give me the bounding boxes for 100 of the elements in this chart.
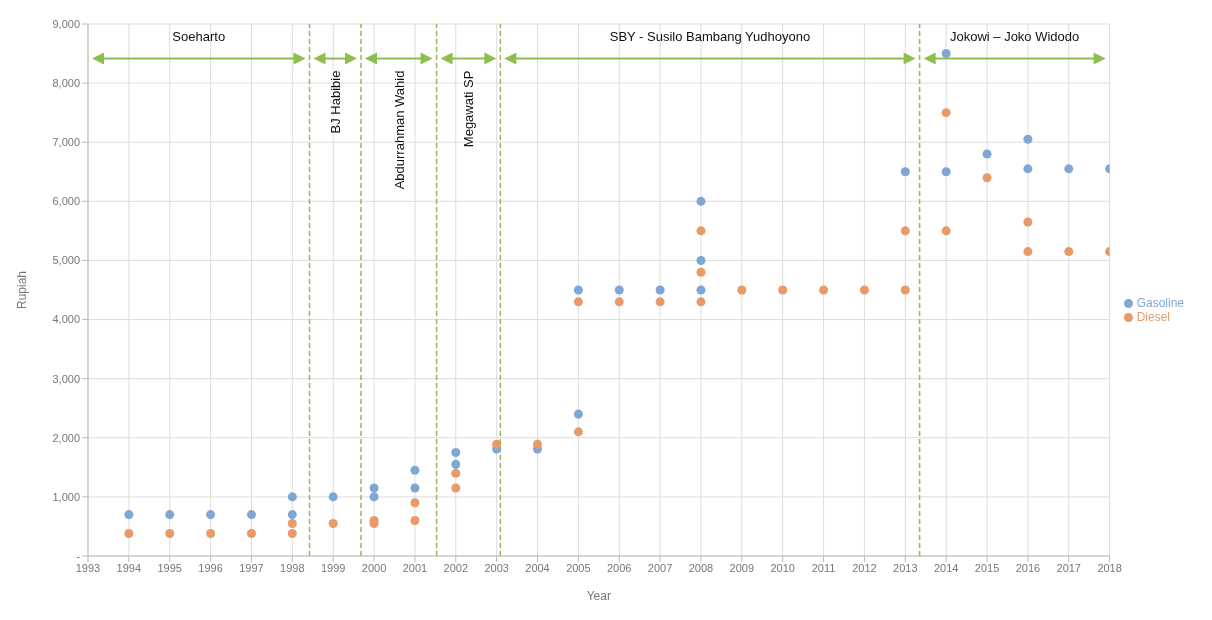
y-tick-label: 4,000 [52, 313, 80, 326]
point [451, 448, 461, 458]
x-axis-title: Year [586, 589, 611, 603]
x-tick-label: 2018 [1097, 561, 1122, 574]
x-tick-label: 2000 [361, 561, 387, 574]
point [1064, 247, 1074, 257]
point [614, 297, 624, 307]
annotation: Abdurrahman Wahid [391, 70, 407, 190]
point [982, 173, 992, 183]
x-tick-label: 2011 [811, 561, 836, 574]
point [287, 492, 297, 502]
annotation: Jokowi – Joko Widodo [949, 28, 1080, 44]
annotation: SBY - Susilo Bambang Yudhoyono [609, 28, 811, 44]
point [573, 409, 583, 419]
x-tick-label: 2003 [484, 561, 509, 574]
x-tick-label: 2002 [443, 561, 469, 574]
point [941, 49, 951, 59]
x-tick-label: 2013 [893, 561, 918, 574]
point [451, 459, 461, 469]
point [900, 167, 910, 177]
point [696, 267, 706, 277]
y-axis-title: Rupiah [15, 270, 30, 310]
x-tick-label: 2001 [402, 561, 428, 574]
point [655, 297, 665, 307]
point [206, 529, 216, 539]
point [246, 510, 256, 520]
y-tick-label: 2,000 [52, 431, 80, 444]
point [165, 510, 175, 520]
x-tick-label: 2007 [647, 561, 673, 574]
point [124, 529, 134, 539]
point [941, 108, 951, 118]
point [287, 518, 297, 528]
point [573, 427, 583, 437]
point [410, 516, 420, 526]
y-tick-label: - [76, 549, 81, 562]
point [1023, 247, 1033, 257]
point [287, 529, 297, 539]
point [124, 510, 134, 520]
x-tick-label: 1994 [116, 561, 142, 574]
point [900, 226, 910, 236]
x-tick-label: 2017 [1056, 561, 1081, 574]
point [614, 285, 624, 295]
point [410, 465, 420, 475]
point [696, 226, 706, 236]
point [573, 285, 583, 295]
point [737, 285, 747, 295]
point [410, 498, 420, 508]
point [328, 518, 338, 528]
x-tick-label: 1999 [320, 561, 346, 574]
legend-label: Diesel [1136, 310, 1170, 324]
point [1023, 217, 1033, 227]
point [778, 285, 788, 295]
x-tick-label: 1993 [75, 561, 101, 574]
point [246, 529, 256, 539]
point [533, 439, 543, 449]
point [941, 226, 951, 236]
y-tick-label: 7,000 [52, 136, 80, 149]
x-tick-label: 2016 [1015, 561, 1041, 574]
point [1064, 164, 1074, 174]
point [696, 297, 706, 307]
y-tick-label: 9,000 [52, 17, 80, 30]
point [451, 468, 461, 478]
point [655, 285, 665, 295]
x-tick-label: 2005 [566, 561, 591, 574]
x-tick-label: 1998 [280, 561, 305, 574]
annotation: BJ Habibie [328, 70, 344, 134]
y-tick-label: 5,000 [52, 254, 80, 267]
x-tick-label: 1995 [157, 561, 182, 574]
y-tick-label: 3,000 [52, 372, 80, 385]
y-tick-label: 8,000 [52, 77, 80, 90]
point [1023, 164, 1033, 174]
legend-label: Gasoline [1136, 296, 1184, 310]
annotation: Soeharto [172, 28, 226, 44]
point [410, 483, 420, 493]
point [859, 285, 869, 295]
x-tick-label: 2004 [525, 561, 550, 574]
point [696, 196, 706, 206]
x-tick-label: 2009 [729, 561, 755, 574]
point [573, 297, 583, 307]
point [696, 255, 706, 265]
point [982, 149, 992, 159]
x-tick-label: 1996 [198, 561, 223, 574]
y-tick-label: 1,000 [52, 490, 80, 503]
annotation: Megawati SP [461, 70, 477, 148]
point [328, 492, 338, 502]
x-tick-label: 2014 [933, 561, 959, 574]
x-tick-label: 2008 [688, 561, 714, 574]
point [941, 167, 951, 177]
point [1023, 134, 1033, 144]
point [287, 510, 297, 520]
point [206, 510, 216, 520]
point [451, 483, 461, 493]
x-tick-label: 2012 [852, 561, 877, 574]
point [819, 285, 829, 295]
x-tick-label: 1997 [239, 561, 264, 574]
x-tick-label: 2006 [607, 561, 632, 574]
point [165, 529, 175, 539]
y-tick-label: 6,000 [52, 195, 80, 208]
point [492, 439, 502, 449]
x-tick-label: 2010 [770, 561, 795, 574]
